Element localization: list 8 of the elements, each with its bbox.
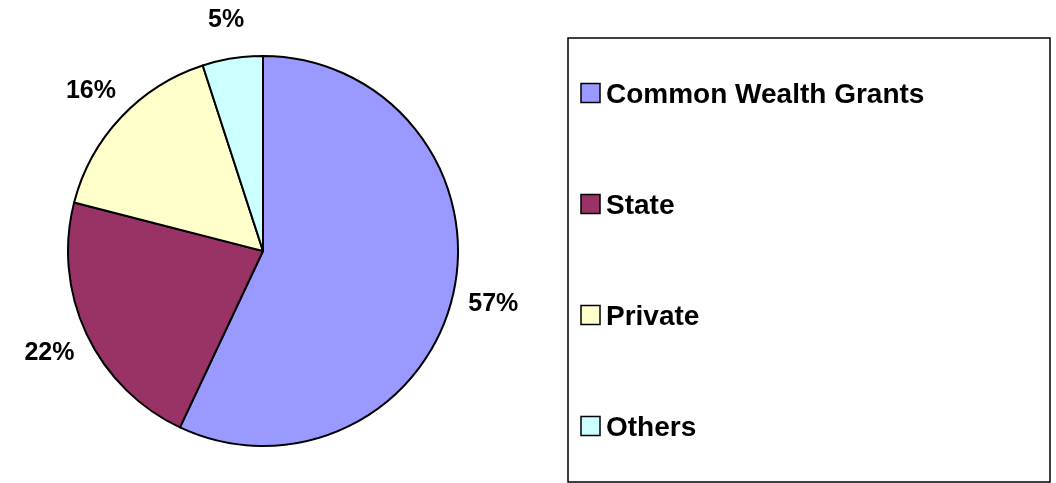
legend-label: Common Wealth Grants: [606, 78, 925, 109]
data-label: 57%: [468, 288, 519, 317]
data-label: 22%: [24, 337, 75, 366]
data-label: 5%: [208, 3, 245, 32]
legend-label: State: [606, 189, 675, 220]
legend-label: Private: [606, 300, 700, 331]
legend-label: Others: [606, 411, 697, 442]
data-label: 16%: [65, 75, 116, 104]
